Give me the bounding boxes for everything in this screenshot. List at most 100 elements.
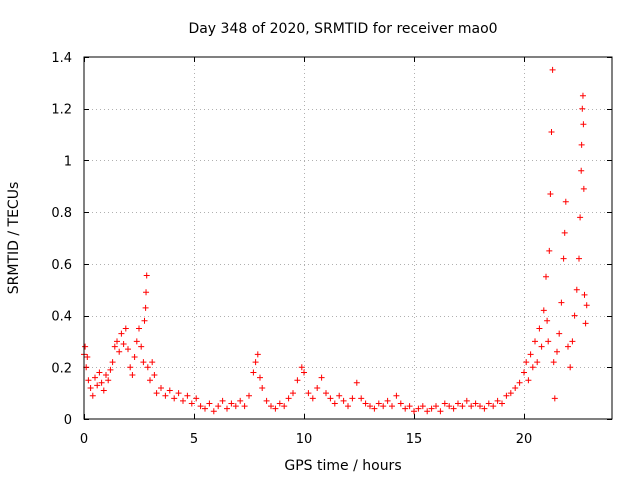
data-point <box>140 359 147 366</box>
data-point <box>259 384 266 391</box>
data-point <box>281 403 288 410</box>
data-point <box>529 364 536 371</box>
data-point <box>437 408 444 415</box>
data-point <box>250 369 257 376</box>
data-point <box>232 403 239 410</box>
data-point <box>485 400 492 407</box>
data-point <box>143 289 150 296</box>
data-point <box>111 343 118 350</box>
data-point <box>548 128 555 135</box>
data-point <box>120 341 127 348</box>
data-point <box>116 348 123 355</box>
data-point <box>171 395 178 402</box>
data-point <box>268 403 274 410</box>
data-point <box>349 395 356 402</box>
data-point <box>532 338 538 345</box>
data-point <box>89 392 96 399</box>
data-point <box>481 405 488 412</box>
data-point <box>144 364 151 371</box>
y-tick-label: 1.4 <box>51 51 72 66</box>
data-point <box>579 105 586 112</box>
data-point <box>556 330 563 337</box>
data-point <box>158 384 164 391</box>
data-point <box>477 403 483 410</box>
data-point <box>582 320 589 327</box>
data-point <box>254 351 261 358</box>
y-tick-label: 0.8 <box>51 206 72 221</box>
data-point <box>573 286 580 293</box>
data-point <box>384 397 391 404</box>
data-point <box>411 408 417 415</box>
data-point <box>336 392 343 399</box>
data-point <box>149 359 156 366</box>
data-point <box>576 255 582 262</box>
data-point <box>503 392 510 399</box>
data-point <box>294 377 301 384</box>
data-point <box>527 351 534 358</box>
data-points <box>81 66 590 415</box>
axis-ticks <box>84 57 612 420</box>
data-point <box>534 359 541 366</box>
data-point <box>536 325 543 332</box>
data-point <box>136 325 142 332</box>
data-point <box>540 307 547 314</box>
x-axis-title: GPS time / hours <box>284 458 401 474</box>
chart-title: Day 348 of 2020, SRMTID for receiver mao… <box>188 21 497 37</box>
data-point <box>499 400 505 407</box>
y-tick-label: 1.2 <box>51 103 72 118</box>
data-point <box>85 377 92 384</box>
data-point <box>98 379 105 386</box>
data-point <box>544 317 551 324</box>
data-point <box>583 302 590 309</box>
data-point <box>569 338 576 345</box>
data-point <box>455 400 461 407</box>
data-point <box>272 405 279 412</box>
data-point <box>252 359 259 366</box>
data-point <box>193 395 200 402</box>
y-axis-title: SRMTID / TECUs <box>6 182 22 295</box>
data-point <box>138 343 145 350</box>
data-point <box>468 403 475 410</box>
data-point <box>94 382 101 389</box>
y-tick-label: 0.4 <box>51 310 72 325</box>
data-point <box>393 392 400 399</box>
data-point <box>450 405 457 412</box>
data-point <box>577 214 584 221</box>
data-point <box>441 400 448 407</box>
data-point <box>129 372 136 379</box>
data-point <box>153 390 160 397</box>
data-point <box>210 408 217 415</box>
data-point <box>109 359 116 366</box>
data-point <box>433 403 439 410</box>
data-point <box>96 369 103 376</box>
data-point <box>353 379 360 386</box>
data-point <box>114 338 120 345</box>
data-point <box>362 400 369 407</box>
x-tick-label: 15 <box>406 432 423 447</box>
data-point <box>105 377 112 384</box>
data-point <box>125 346 131 353</box>
data-point <box>578 167 585 174</box>
data-point <box>197 403 204 410</box>
data-point <box>459 403 466 410</box>
data-point <box>188 400 195 407</box>
data-point <box>463 397 470 404</box>
data-point <box>380 403 387 410</box>
data-point <box>446 403 453 410</box>
data-point <box>107 366 114 373</box>
data-point <box>516 379 523 386</box>
grid-lines <box>84 57 612 419</box>
data-point <box>428 405 435 412</box>
x-tick-label: 10 <box>296 432 313 447</box>
data-point <box>415 405 422 412</box>
data-point <box>263 397 270 404</box>
data-point <box>180 397 186 404</box>
data-point <box>143 272 150 279</box>
data-point <box>562 198 569 205</box>
x-tick-label: 5 <box>190 432 198 447</box>
data-point <box>246 392 252 399</box>
data-point <box>290 390 296 397</box>
data-point <box>175 390 182 397</box>
y-tick-label: 0.2 <box>51 361 72 376</box>
